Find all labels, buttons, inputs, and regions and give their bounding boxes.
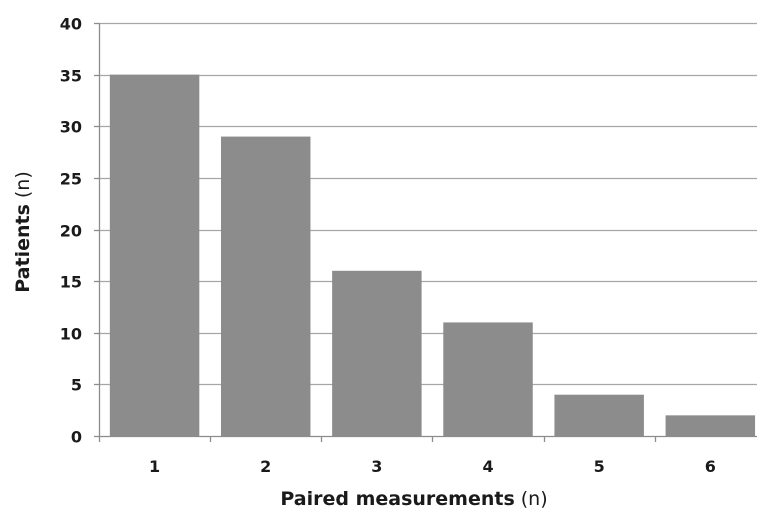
bar-4 (443, 322, 533, 436)
x-tick-label: 3 (371, 457, 382, 476)
x-tick-label: 2 (260, 457, 271, 476)
y-tick-label: 30 (60, 118, 82, 137)
bar-1 (109, 74, 200, 436)
y-tick-label: 35 (60, 67, 82, 86)
y-tick-label: 0 (71, 428, 82, 447)
x-tick-label: 1 (149, 457, 160, 476)
y-tick-label: 20 (60, 222, 82, 241)
x-tick-labels: 1 2 3 4 5 6 (149, 457, 716, 476)
x-tick-label: 5 (594, 457, 605, 476)
x-tick-label: 4 (482, 457, 493, 476)
y-tick-label: 15 (60, 273, 82, 292)
y-tick-labels: 0 5 10 15 20 25 30 35 40 (60, 15, 82, 447)
gridlines (94, 22, 757, 438)
bar-6 (665, 415, 756, 436)
x-axis-title: Paired measurements (n) (280, 488, 547, 510)
y-tick-label: 10 (60, 325, 82, 344)
axes (98, 23, 757, 442)
y-axis-title: Patients(n) (12, 171, 34, 293)
bar-2 (220, 136, 311, 436)
bar-3 (332, 270, 422, 436)
y-tick-label: 25 (60, 170, 82, 189)
bar-5 (554, 394, 644, 436)
bars (109, 74, 756, 436)
y-tick-label: 40 (60, 15, 82, 34)
x-tick-label: 6 (705, 457, 716, 476)
y-tick-label: 5 (71, 376, 82, 395)
